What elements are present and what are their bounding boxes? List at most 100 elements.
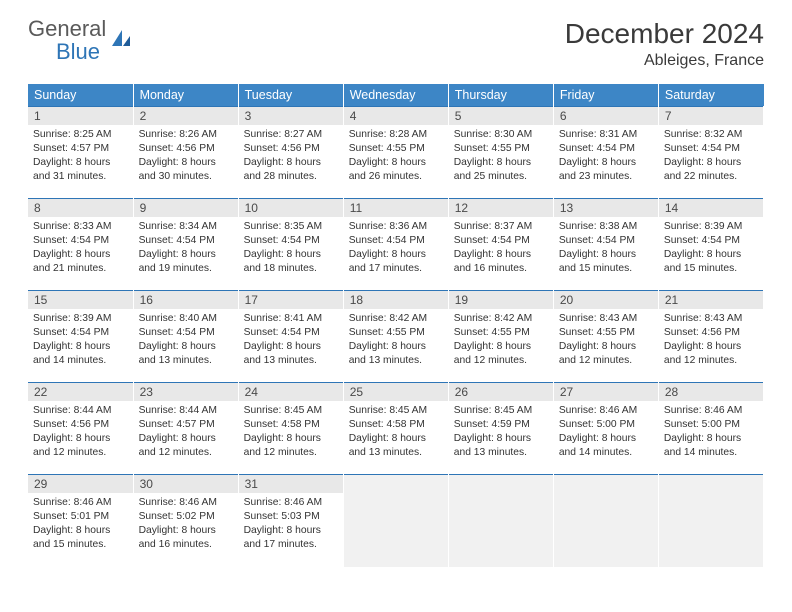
day-number: 27 [554, 383, 658, 401]
day-details: Sunrise: 8:44 AMSunset: 4:56 PMDaylight:… [28, 401, 133, 464]
day-details: Sunrise: 8:27 AMSunset: 4:56 PMDaylight:… [239, 125, 343, 188]
day-details: Sunrise: 8:42 AMSunset: 4:55 PMDaylight:… [449, 309, 553, 372]
day-number: 1 [28, 107, 133, 125]
day-cell-28: 28Sunrise: 8:46 AMSunset: 5:00 PMDayligh… [658, 383, 763, 475]
day-number: 5 [449, 107, 553, 125]
day-cell-21: 21Sunrise: 8:43 AMSunset: 4:56 PMDayligh… [658, 291, 763, 383]
day-number: 25 [344, 383, 448, 401]
day-number: 8 [28, 199, 133, 217]
day-number: 20 [554, 291, 658, 309]
day-cell-27: 27Sunrise: 8:46 AMSunset: 5:00 PMDayligh… [553, 383, 658, 475]
day-details: Sunrise: 8:25 AMSunset: 4:57 PMDaylight:… [28, 125, 133, 188]
day-details: Sunrise: 8:44 AMSunset: 4:57 PMDaylight:… [134, 401, 238, 464]
day-cell-2: 2Sunrise: 8:26 AMSunset: 4:56 PMDaylight… [133, 107, 238, 199]
day-details: Sunrise: 8:40 AMSunset: 4:54 PMDaylight:… [134, 309, 238, 372]
day-details: Sunrise: 8:41 AMSunset: 4:54 PMDaylight:… [239, 309, 343, 372]
day-number: 17 [239, 291, 343, 309]
empty-cell [553, 475, 658, 567]
day-cell-13: 13Sunrise: 8:38 AMSunset: 4:54 PMDayligh… [553, 199, 658, 291]
day-details: Sunrise: 8:32 AMSunset: 4:54 PMDaylight:… [659, 125, 763, 188]
day-number: 15 [28, 291, 133, 309]
calendar-table: SundayMondayTuesdayWednesdayThursdayFrid… [28, 84, 764, 567]
day-details: Sunrise: 8:33 AMSunset: 4:54 PMDaylight:… [28, 217, 133, 280]
day-details: Sunrise: 8:36 AMSunset: 4:54 PMDaylight:… [344, 217, 448, 280]
day-cell-11: 11Sunrise: 8:36 AMSunset: 4:54 PMDayligh… [343, 199, 448, 291]
weekday-header-row: SundayMondayTuesdayWednesdayThursdayFrid… [28, 84, 764, 107]
day-details: Sunrise: 8:38 AMSunset: 4:54 PMDaylight:… [554, 217, 658, 280]
calendar-row: 1Sunrise: 8:25 AMSunset: 4:57 PMDaylight… [28, 107, 764, 199]
day-cell-3: 3Sunrise: 8:27 AMSunset: 4:56 PMDaylight… [238, 107, 343, 199]
day-number: 19 [449, 291, 553, 309]
weekday-tuesday: Tuesday [238, 84, 343, 107]
day-number: 3 [239, 107, 343, 125]
day-number: 13 [554, 199, 658, 217]
day-number: 21 [659, 291, 763, 309]
day-number: 22 [28, 383, 133, 401]
empty-cell [658, 475, 763, 567]
day-cell-24: 24Sunrise: 8:45 AMSunset: 4:58 PMDayligh… [238, 383, 343, 475]
day-details: Sunrise: 8:35 AMSunset: 4:54 PMDaylight:… [239, 217, 343, 280]
day-details: Sunrise: 8:46 AMSunset: 5:01 PMDaylight:… [28, 493, 133, 556]
day-cell-4: 4Sunrise: 8:28 AMSunset: 4:55 PMDaylight… [343, 107, 448, 199]
day-cell-25: 25Sunrise: 8:45 AMSunset: 4:58 PMDayligh… [343, 383, 448, 475]
weekday-thursday: Thursday [448, 84, 553, 107]
day-cell-30: 30Sunrise: 8:46 AMSunset: 5:02 PMDayligh… [133, 475, 238, 567]
day-number: 6 [554, 107, 658, 125]
day-cell-9: 9Sunrise: 8:34 AMSunset: 4:54 PMDaylight… [133, 199, 238, 291]
day-details: Sunrise: 8:46 AMSunset: 5:02 PMDaylight:… [134, 493, 238, 556]
day-details: Sunrise: 8:34 AMSunset: 4:54 PMDaylight:… [134, 217, 238, 280]
sail-icon [110, 28, 132, 55]
day-cell-22: 22Sunrise: 8:44 AMSunset: 4:56 PMDayligh… [28, 383, 133, 475]
day-details: Sunrise: 8:39 AMSunset: 4:54 PMDaylight:… [659, 217, 763, 280]
day-number: 28 [659, 383, 763, 401]
day-number: 26 [449, 383, 553, 401]
day-details: Sunrise: 8:26 AMSunset: 4:56 PMDaylight:… [134, 125, 238, 188]
calendar-row: 29Sunrise: 8:46 AMSunset: 5:01 PMDayligh… [28, 475, 764, 567]
day-details: Sunrise: 8:45 AMSunset: 4:59 PMDaylight:… [449, 401, 553, 464]
day-number: 7 [659, 107, 763, 125]
empty-cell [343, 475, 448, 567]
day-cell-20: 20Sunrise: 8:43 AMSunset: 4:55 PMDayligh… [553, 291, 658, 383]
day-cell-8: 8Sunrise: 8:33 AMSunset: 4:54 PMDaylight… [28, 199, 133, 291]
calendar-row: 15Sunrise: 8:39 AMSunset: 4:54 PMDayligh… [28, 291, 764, 383]
day-details: Sunrise: 8:37 AMSunset: 4:54 PMDaylight:… [449, 217, 553, 280]
day-cell-17: 17Sunrise: 8:41 AMSunset: 4:54 PMDayligh… [238, 291, 343, 383]
day-number: 30 [134, 475, 238, 493]
day-details: Sunrise: 8:43 AMSunset: 4:56 PMDaylight:… [659, 309, 763, 372]
day-details: Sunrise: 8:30 AMSunset: 4:55 PMDaylight:… [449, 125, 553, 188]
logo-text-block: General Blue [28, 18, 106, 64]
calendar-row: 22Sunrise: 8:44 AMSunset: 4:56 PMDayligh… [28, 383, 764, 475]
day-cell-1: 1Sunrise: 8:25 AMSunset: 4:57 PMDaylight… [28, 107, 133, 199]
day-cell-29: 29Sunrise: 8:46 AMSunset: 5:01 PMDayligh… [28, 475, 133, 567]
day-cell-12: 12Sunrise: 8:37 AMSunset: 4:54 PMDayligh… [448, 199, 553, 291]
day-details: Sunrise: 8:31 AMSunset: 4:54 PMDaylight:… [554, 125, 658, 188]
day-cell-19: 19Sunrise: 8:42 AMSunset: 4:55 PMDayligh… [448, 291, 553, 383]
day-details: Sunrise: 8:42 AMSunset: 4:55 PMDaylight:… [344, 309, 448, 372]
day-number: 16 [134, 291, 238, 309]
month-title: December 2024 [565, 18, 764, 50]
day-cell-31: 31Sunrise: 8:46 AMSunset: 5:03 PMDayligh… [238, 475, 343, 567]
day-number: 18 [344, 291, 448, 309]
day-number: 2 [134, 107, 238, 125]
day-cell-16: 16Sunrise: 8:40 AMSunset: 4:54 PMDayligh… [133, 291, 238, 383]
header: General Blue December 2024 Ableiges, Fra… [0, 0, 792, 78]
logo-text-general: General [28, 16, 106, 41]
day-number: 11 [344, 199, 448, 217]
day-number: 14 [659, 199, 763, 217]
day-details: Sunrise: 8:43 AMSunset: 4:55 PMDaylight:… [554, 309, 658, 372]
day-cell-7: 7Sunrise: 8:32 AMSunset: 4:54 PMDaylight… [658, 107, 763, 199]
day-cell-18: 18Sunrise: 8:42 AMSunset: 4:55 PMDayligh… [343, 291, 448, 383]
day-details: Sunrise: 8:45 AMSunset: 4:58 PMDaylight:… [344, 401, 448, 464]
day-cell-14: 14Sunrise: 8:39 AMSunset: 4:54 PMDayligh… [658, 199, 763, 291]
weekday-saturday: Saturday [658, 84, 763, 107]
day-details: Sunrise: 8:45 AMSunset: 4:58 PMDaylight:… [239, 401, 343, 464]
day-cell-23: 23Sunrise: 8:44 AMSunset: 4:57 PMDayligh… [133, 383, 238, 475]
day-details: Sunrise: 8:46 AMSunset: 5:00 PMDaylight:… [554, 401, 658, 464]
calendar-row: 8Sunrise: 8:33 AMSunset: 4:54 PMDaylight… [28, 199, 764, 291]
day-number: 24 [239, 383, 343, 401]
weekday-friday: Friday [553, 84, 658, 107]
location: Ableiges, France [565, 52, 764, 70]
logo: General Blue [28, 18, 132, 64]
day-number: 23 [134, 383, 238, 401]
weekday-wednesday: Wednesday [343, 84, 448, 107]
